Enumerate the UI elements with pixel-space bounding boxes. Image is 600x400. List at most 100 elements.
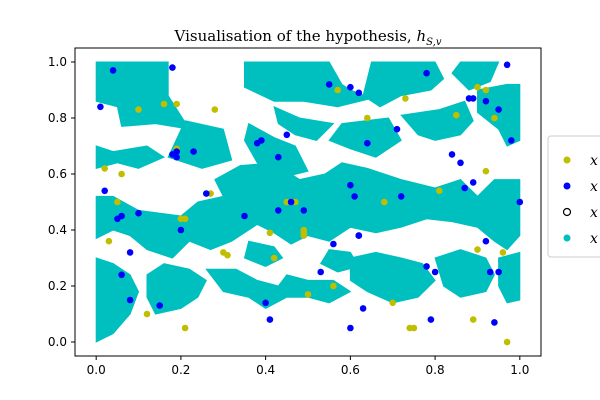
legend-marker-3 — [563, 234, 571, 242]
title-text: Visualisation of the hypothesis, — [174, 27, 417, 45]
legend-marker-1 — [563, 182, 571, 190]
point-series1-48 — [495, 268, 502, 276]
point-series0-0 — [135, 106, 142, 113]
point-series1-29 — [135, 209, 142, 217]
point-series1-45 — [469, 179, 477, 186]
point-series0-38 — [410, 324, 418, 332]
point-series1-44 — [461, 184, 469, 192]
hypothesis-region-4 — [244, 61, 374, 108]
point-series0-7 — [402, 95, 409, 102]
point-series1-57 — [359, 305, 367, 312]
hypothesis-region-18 — [243, 240, 284, 267]
point-series1-36 — [330, 240, 337, 248]
point-series1-22 — [495, 106, 502, 113]
point-series1-34 — [287, 198, 295, 206]
point-series0-30 — [143, 310, 151, 318]
point-series0-25 — [436, 187, 443, 195]
point-series0-34 — [300, 229, 308, 237]
point-series1-9 — [275, 153, 282, 161]
y-axis: 0.0 0.2 0.4 0.6 0.8 1.0 — [48, 55, 75, 349]
hypothesis-region-19 — [319, 249, 360, 273]
point-series1-11 — [325, 81, 333, 88]
point-series1-52 — [156, 302, 163, 309]
hypothesis-region-2 — [167, 120, 233, 169]
y-tick-label-4: 0.8 — [48, 111, 67, 125]
axes-frame — [74, 47, 542, 357]
y-tick-label-3: 0.6 — [48, 167, 67, 181]
point-series1-10 — [283, 131, 291, 139]
point-series1-2 — [169, 64, 176, 71]
hypothesis-region-17 — [498, 251, 521, 304]
point-series0-6 — [364, 114, 371, 122]
point-series1-12 — [347, 83, 354, 91]
hypothesis-region-9 — [328, 117, 402, 158]
x-tick-label-4: 0.8 — [426, 363, 445, 377]
x-tick-label-1: 0.2 — [171, 363, 190, 377]
point-series1-51 — [126, 296, 134, 304]
point-series1-40 — [355, 232, 363, 239]
point-series1-42 — [423, 263, 430, 270]
legend-marker-2 — [562, 207, 572, 217]
point-series0-32 — [224, 251, 231, 259]
hypothesis-region-15 — [349, 251, 436, 304]
point-series1-46 — [482, 237, 490, 245]
point-series0-10 — [491, 114, 498, 122]
x-tick-label-0: 0.0 — [87, 363, 106, 377]
point-series0-9 — [482, 86, 490, 94]
hypothesis-region-13 — [146, 263, 207, 315]
point-series1-20 — [469, 95, 477, 102]
point-series0-11 — [101, 165, 108, 172]
y-tick-label-1: 0.2 — [48, 279, 67, 293]
hypothesis-region-10 — [273, 105, 335, 141]
point-series0-18 — [266, 229, 274, 237]
point-series0-13 — [114, 198, 121, 206]
point-series1-49 — [516, 198, 524, 206]
x-tick-label-2: 0.4 — [256, 363, 275, 377]
plot-area — [95, 61, 524, 346]
point-series0-5 — [334, 86, 342, 94]
point-series0-19 — [270, 254, 278, 262]
chart-title: Visualisation of the hypothesis, hS,v — [174, 27, 442, 48]
point-series1-4 — [173, 153, 180, 161]
point-series1-1 — [97, 103, 104, 111]
point-series1-27 — [118, 212, 125, 220]
legend-label-2: x — [590, 205, 598, 221]
point-series1-59 — [491, 319, 498, 326]
point-series0-26 — [474, 246, 481, 253]
point-series1-8 — [258, 137, 265, 144]
legend-label-0: x — [590, 153, 598, 169]
point-series0-15 — [181, 215, 189, 223]
hypothesis-region-0 — [95, 61, 191, 130]
hypothesis-region-8 — [400, 100, 474, 141]
point-series1-31 — [203, 190, 210, 197]
point-series1-18 — [457, 159, 464, 167]
point-series0-42 — [453, 111, 460, 119]
point-series1-25 — [101, 187, 108, 195]
point-series1-15 — [393, 125, 401, 133]
legend-label-1: x — [590, 179, 598, 195]
hypothesis-region-11 — [95, 162, 521, 259]
point-series0-27 — [482, 167, 490, 175]
legend-label-3: x — [590, 231, 598, 247]
point-series1-28 — [126, 249, 134, 256]
point-series0-8 — [474, 83, 481, 91]
point-series1-33 — [275, 207, 282, 214]
point-series0-2 — [173, 100, 180, 108]
point-series0-41 — [503, 338, 511, 346]
point-series1-35 — [300, 207, 308, 214]
x-tick-label-5: 1.0 — [510, 363, 529, 377]
point-series1-5 — [173, 148, 180, 155]
point-series0-37 — [389, 299, 397, 307]
point-series1-56 — [347, 324, 354, 332]
point-series0-28 — [499, 249, 507, 256]
point-series1-17 — [448, 151, 456, 158]
y-tick-label-2: 0.4 — [48, 223, 67, 237]
point-series0-1 — [160, 100, 168, 108]
x-tick-label-3: 0.6 — [341, 363, 360, 377]
point-series1-53 — [262, 299, 269, 307]
point-series1-0 — [109, 67, 117, 74]
point-series1-32 — [241, 212, 248, 220]
point-series0-29 — [105, 237, 113, 245]
